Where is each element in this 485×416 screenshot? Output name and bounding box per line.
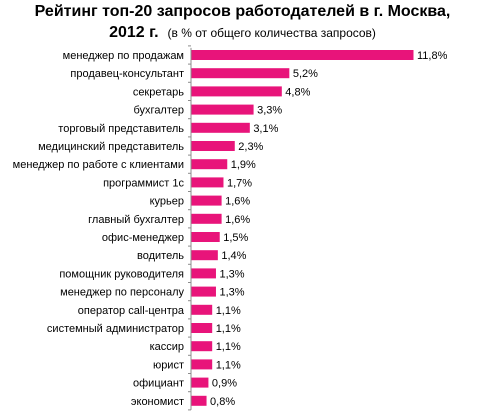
bar	[191, 86, 282, 97]
bar	[191, 395, 207, 406]
bar	[191, 377, 209, 388]
bar	[191, 195, 222, 206]
category-label: кассир	[150, 341, 184, 353]
bar	[191, 232, 220, 242]
category-label: менеджер по персоналу	[60, 287, 184, 299]
bar	[191, 104, 254, 115]
bar	[191, 122, 250, 133]
bar	[191, 286, 216, 297]
chart-year: 2012 г.	[109, 24, 159, 41]
data-label: 4,8%	[285, 86, 310, 98]
bar	[191, 141, 235, 151]
bars	[191, 50, 414, 406]
data-label: 3,1%	[253, 123, 278, 135]
data-label: 3,3%	[257, 105, 282, 117]
category-label: экономист	[131, 396, 184, 408]
data-label: 0,8%	[210, 396, 235, 408]
category-label: торговый представитель	[58, 123, 184, 135]
data-label: 1,3%	[219, 268, 244, 280]
category-label: секретарь	[133, 86, 184, 98]
data-label: 1,1%	[216, 305, 241, 317]
chart-title-line-2: 2012 г. (в % от общего количества запрос…	[0, 22, 485, 44]
data-label: 1,1%	[216, 359, 241, 371]
category-label: юрист	[153, 359, 184, 371]
category-label: медицинский представитель	[38, 141, 184, 153]
bar	[191, 177, 224, 188]
bar	[191, 213, 222, 224]
data-label: 0,9%	[212, 378, 237, 390]
chart-title: Рейтинг топ-20 запросов работодателей в …	[34, 3, 451, 20]
category-label: системный администратор	[47, 323, 184, 335]
bar	[191, 159, 228, 170]
bar	[191, 304, 213, 315]
data-label: 1,7%	[227, 177, 252, 189]
category-label: офис-менеджер	[102, 232, 184, 244]
category-label: помощник руководителя	[59, 268, 184, 280]
chart-subtitle: (в % от общего количества запросов)	[167, 26, 376, 40]
category-labels: менеджер по продажам продавец-консультант…	[13, 50, 185, 408]
category-label: менеджер по продажам	[63, 50, 184, 62]
category-label: водитель	[137, 250, 184, 262]
category-label: главный бухгалтер	[88, 214, 184, 226]
value-labels: 11,8% 5,2% 4,8%3,3% 3,1% 2,3% 1,9% 1,7% 1,6% 1,6…	[210, 50, 448, 408]
bar	[191, 250, 218, 261]
data-label: 1,1%	[216, 323, 241, 335]
category-label: оператор call-центра	[78, 305, 185, 317]
data-label: 5,2%	[293, 68, 318, 80]
bar	[191, 68, 290, 79]
category-label: бухгалтер	[133, 105, 184, 117]
bar	[191, 359, 213, 370]
data-label: 1,3%	[219, 287, 244, 299]
data-label: 1,1%	[216, 341, 241, 353]
category-label: курьер	[150, 196, 184, 208]
data-label: 1,4%	[221, 250, 246, 262]
data-label: 1,6%	[225, 196, 250, 208]
bar	[191, 341, 213, 352]
category-label: программист 1с	[103, 177, 184, 189]
category-label: менеджер по работе с клиентами	[13, 159, 184, 171]
data-label: 1,5%	[223, 232, 248, 244]
bar	[191, 323, 213, 333]
bar	[191, 268, 216, 279]
category-axis	[188, 45, 192, 411]
data-label: 11,8%	[417, 50, 448, 62]
category-label: продавец-консультант	[70, 68, 184, 80]
data-label: 2,3%	[238, 141, 263, 153]
category-label: официант	[133, 378, 184, 390]
data-label: 1,9%	[231, 159, 256, 171]
bar	[191, 50, 414, 60]
data-label: 1,6%	[225, 214, 250, 226]
